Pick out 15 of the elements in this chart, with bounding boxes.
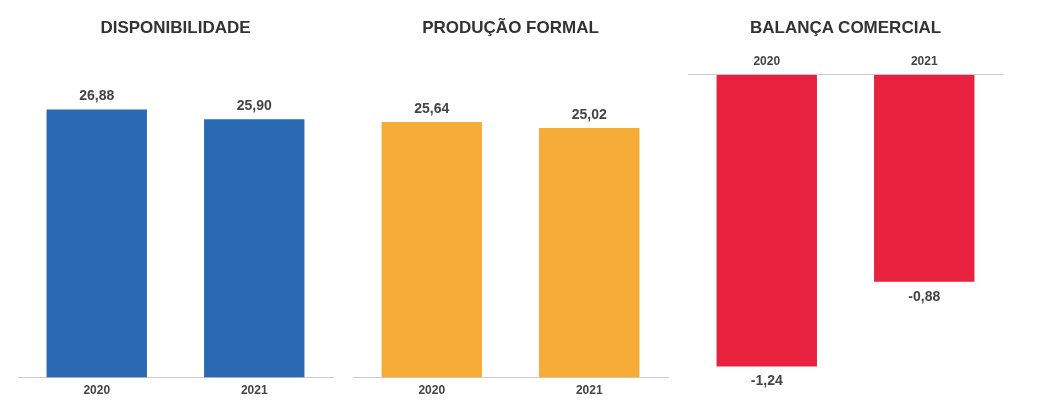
chart-title: PRODUÇÃO FORMAL — [422, 16, 599, 37]
data-label: 25,90 — [236, 97, 272, 114]
data-label: 25,02 — [571, 105, 607, 122]
x-tick-label: 2020 — [83, 383, 111, 398]
x-tick-label: 2020 — [753, 53, 781, 68]
chart-title: BALANÇA COMERCIAL — [749, 17, 942, 37]
data-label: 26,88 — [79, 87, 115, 104]
x-tick-label: 2021 — [240, 383, 268, 398]
data-label: -0,88 — [908, 287, 941, 304]
chart-title: DISPONIBILIDADE — [100, 17, 251, 37]
data-label: 25,64 — [414, 99, 450, 116]
x-tick-label: 2021 — [910, 53, 938, 68]
x-tick-label: 2021 — [575, 383, 603, 398]
data-label: -1,24 — [750, 372, 783, 389]
x-tick-label: 2020 — [418, 383, 446, 398]
